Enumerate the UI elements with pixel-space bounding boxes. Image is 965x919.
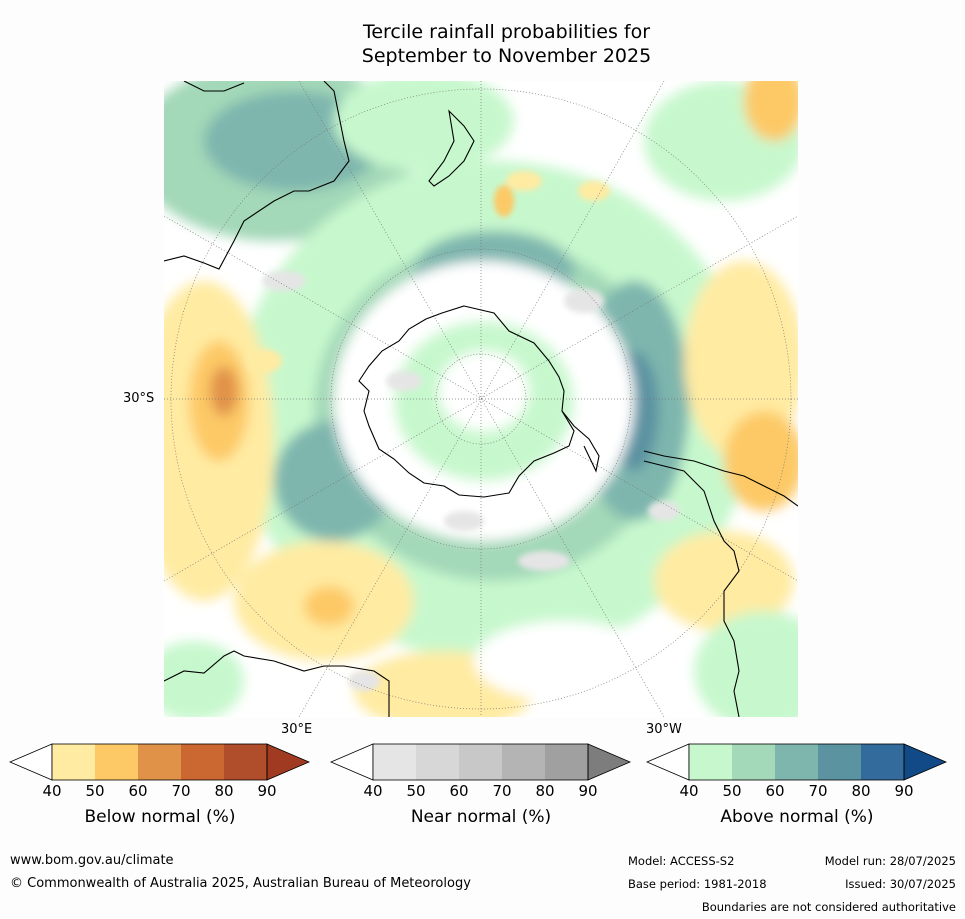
tick-above-40: 40 [679,782,699,800]
map-svg [164,81,798,717]
tick-near-40: 40 [363,782,383,800]
footer-model: Model: ACCESS-S2 [628,854,735,868]
colorbar-above-segments [645,743,948,781]
footer-copyright: © Commonwealth of Australia 2025, Austra… [10,876,471,891]
colorbar-segment [181,744,224,780]
colorbar-max-extend [903,743,948,781]
tick-below-80: 80 [214,782,234,800]
tick-above-80: 80 [851,782,871,800]
probability-speckles [246,171,680,691]
colorbar-above-label: Above normal (%) [720,807,874,827]
tick-below-40: 40 [42,782,62,800]
colorbar-outline [688,743,905,781]
footer-issued: Issued: 30/07/2025 [845,877,956,891]
colorbar-segment [138,744,181,780]
colorbar-min-extend [645,743,690,781]
colorbar-segment [689,744,732,780]
tick-below-50: 50 [85,782,105,800]
lon-label-30w: 30°W [646,722,682,737]
colorbar-below-normal [8,743,311,783]
colorbar-segment [52,744,95,780]
colorbar-segment [95,744,138,780]
tick-near-90: 90 [578,782,598,800]
title-line-2: September to November 2025 [361,45,652,67]
colorbar-segment [459,744,502,780]
colorbar-segment [818,744,861,780]
colorbar-segment [732,744,775,780]
colorbar-segment [502,744,545,780]
colorbar-near-segments [329,743,632,781]
title-line-1: Tercile rainfall probabilities for [362,21,651,43]
colorbar-above-svg [645,743,948,781]
colorbar-segment [861,744,904,780]
colorbar-segment [373,744,416,780]
tick-below-70: 70 [171,782,191,800]
probability-field [164,81,798,717]
colorbar-below-svg [8,743,311,781]
colorbar-min-extend [329,743,374,781]
colorbar-near-label: Near normal (%) [410,807,552,827]
tick-near-70: 70 [492,782,512,800]
tick-above-70: 70 [808,782,828,800]
colorbar-below-label: Below normal (%) [84,807,236,827]
footer-url: www.bom.gov.au/climate [10,853,174,868]
colorbar-max-extend [266,743,311,781]
footer-disclaimer: Boundaries are not considered authoritat… [701,900,956,914]
tick-below-90: 90 [257,782,277,800]
footer-model-run: Model run: 28/07/2025 [824,854,956,868]
tick-above-60: 60 [765,782,785,800]
graticule [164,81,798,717]
lon-label-30e: 30°E [281,722,313,737]
colorbar-segment [775,744,818,780]
tick-near-50: 50 [406,782,426,800]
colorbar-min-extend [8,743,53,781]
tick-above-90: 90 [894,782,914,800]
colorbar-segment [545,744,588,780]
colorbar-outline [372,743,589,781]
colorbar-segment [416,744,459,780]
colorbar-outline [51,743,268,781]
tick-above-50: 50 [722,782,742,800]
colorbar-near-svg [329,743,632,781]
colorbar-near-normal [329,743,632,783]
footer-base-period: Base period: 1981-2018 [628,877,767,891]
coastlines [164,81,798,717]
tick-near-60: 60 [449,782,469,800]
colorbar-above-normal [645,743,948,783]
polar-map [164,81,798,717]
colorbar-segment [224,744,267,780]
lat-label-30s: 30°S [123,391,155,406]
colorbar-below-segments [8,743,311,781]
tick-near-80: 80 [535,782,555,800]
map-title: Tercile rainfall probabilities for Septe… [0,20,965,68]
tick-below-60: 60 [128,782,148,800]
colorbar-max-extend [587,743,632,781]
